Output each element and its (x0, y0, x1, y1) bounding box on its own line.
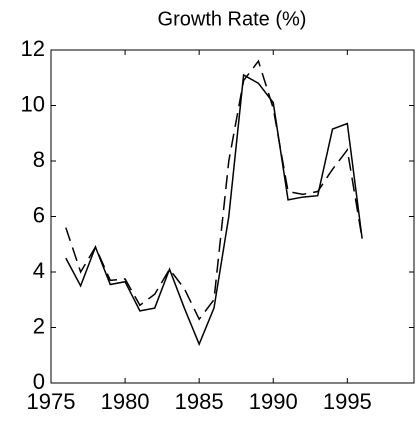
y-tick-label: 0 (33, 369, 45, 394)
y-tick-label: 10 (21, 91, 45, 116)
y-tick-label: 12 (21, 36, 45, 61)
x-tick-label: 1990 (249, 389, 298, 414)
x-tick-label: 1995 (323, 389, 372, 414)
data-line (65, 59, 363, 321)
y-tick-label: 2 (33, 313, 45, 338)
y-tick-label: 6 (33, 202, 45, 227)
x-tick-label: 1975 (27, 389, 76, 414)
data-line (65, 73, 363, 347)
y-tick-label: 4 (33, 258, 45, 283)
chart-title: Growth Rate (%) (158, 8, 307, 30)
x-tick-label: 1980 (101, 389, 150, 414)
x-tick-label: 1985 (175, 389, 224, 414)
y-tick-label: 8 (33, 147, 45, 172)
